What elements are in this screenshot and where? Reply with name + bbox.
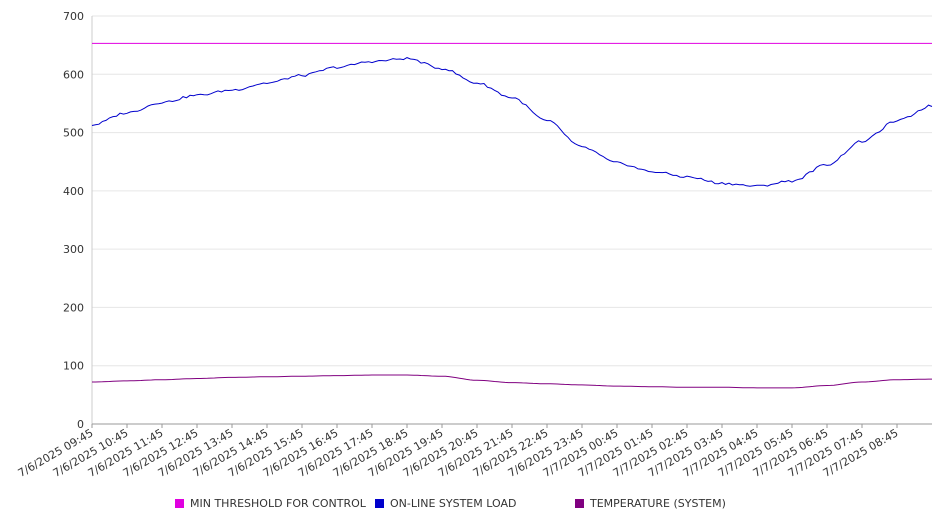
- series-lines: [91, 42, 933, 389]
- legend: MIN THRESHOLD FOR CONTROL ON-LINE SYSTEM…: [0, 497, 946, 515]
- series-temperature: [92, 374, 932, 389]
- y-tick-label: 600: [63, 68, 84, 81]
- y-tick-label: 500: [63, 127, 84, 140]
- legend-swatch: [575, 499, 584, 508]
- x-axis-ticks: 7/6/2025 09:457/6/2025 10:457/6/2025 11:…: [16, 424, 901, 480]
- legend-label: MIN THRESHOLD FOR CONTROL: [190, 497, 366, 510]
- y-tick-label: 400: [63, 185, 84, 198]
- legend-item-temperature[interactable]: TEMPERATURE (SYSTEM): [575, 497, 726, 510]
- gridlines: [92, 15, 932, 367]
- y-axis-ticks: 0 100 200 300 400 500 600 700: [63, 10, 84, 431]
- legend-swatch: [175, 499, 184, 508]
- y-tick-label: 700: [63, 10, 84, 23]
- legend-label: ON-LINE SYSTEM LOAD: [390, 497, 517, 510]
- legend-label: TEMPERATURE (SYSTEM): [590, 497, 726, 510]
- legend-item-min-threshold[interactable]: MIN THRESHOLD FOR CONTROL: [175, 497, 366, 510]
- axes: [91, 16, 932, 425]
- y-tick-label: 200: [63, 301, 84, 314]
- series-system-load: [91, 57, 933, 187]
- y-tick-label: 100: [63, 360, 84, 373]
- y-tick-label: 0: [77, 418, 84, 431]
- y-tick-label: 300: [63, 243, 84, 256]
- legend-swatch: [375, 499, 384, 508]
- legend-item-system-load[interactable]: ON-LINE SYSTEM LOAD: [375, 497, 516, 510]
